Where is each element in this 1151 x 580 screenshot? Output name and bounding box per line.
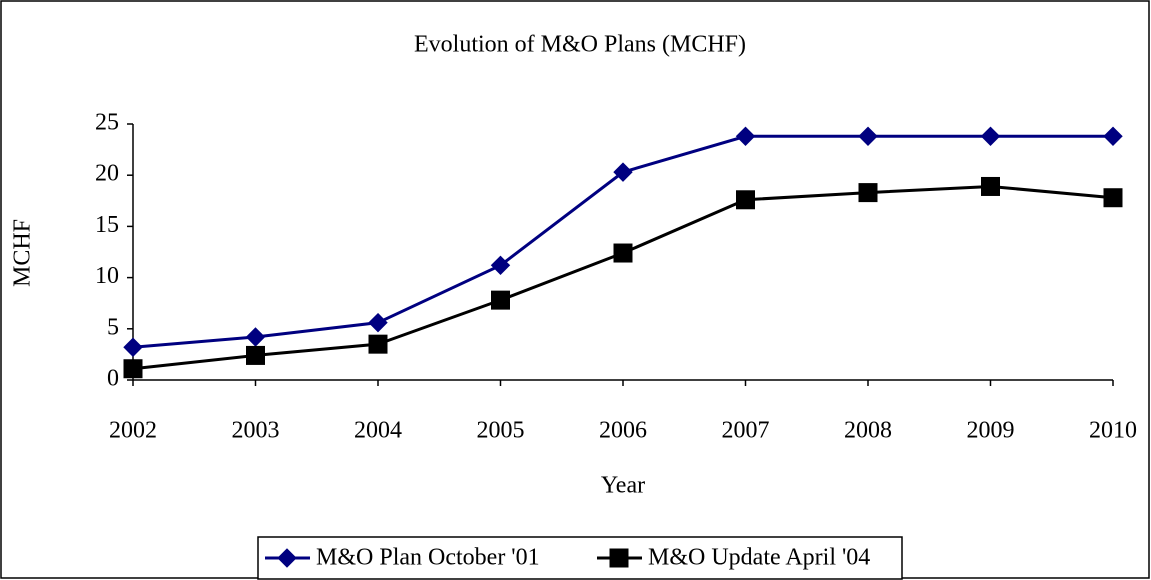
legend-marker: [609, 548, 629, 568]
marker: [1103, 188, 1123, 208]
chart-title: Evolution of M&O Plans (MCHF): [414, 32, 746, 58]
y-tick-label: 15: [95, 212, 119, 238]
marker: [246, 345, 265, 365]
legend-label: M&O Plan October '01: [316, 545, 540, 571]
y-tick-label: 20: [95, 161, 119, 187]
y-axis-label: MCHF: [10, 219, 36, 287]
x-tick-label: 2008: [844, 418, 892, 444]
y-tick-label: 5: [107, 314, 119, 340]
x-tick-label: 2003: [232, 418, 280, 444]
x-tick-label: 2009: [967, 418, 1015, 444]
marker: [858, 126, 878, 146]
y-tick-label: 25: [95, 110, 119, 136]
marker: [1103, 126, 1123, 146]
x-tick-label: 2005: [477, 418, 525, 444]
legend-label: M&O Update April '04: [648, 545, 870, 571]
x-tick-label: 2010: [1089, 418, 1137, 444]
legend-marker: [277, 548, 297, 568]
x-tick-label: 2002: [109, 418, 157, 444]
x-axis-label: Year: [601, 473, 645, 499]
marker: [123, 359, 143, 379]
x-tick-label: 2004: [354, 418, 402, 444]
marker: [858, 183, 878, 203]
y-tick-label: 0: [107, 366, 119, 392]
marker: [981, 176, 1000, 196]
marker: [735, 126, 756, 146]
marker: [368, 334, 388, 354]
x-tick-label: 2006: [599, 418, 647, 444]
legend-box: [257, 536, 903, 580]
marker: [368, 312, 388, 333]
marker: [491, 290, 510, 310]
y-tick-label: 10: [95, 263, 119, 289]
marker: [123, 337, 143, 357]
marker: [613, 162, 633, 182]
marker: [613, 243, 633, 263]
marker: [980, 126, 1001, 146]
marker: [736, 190, 755, 210]
x-tick-label: 2007: [722, 418, 770, 444]
marker: [490, 255, 511, 276]
